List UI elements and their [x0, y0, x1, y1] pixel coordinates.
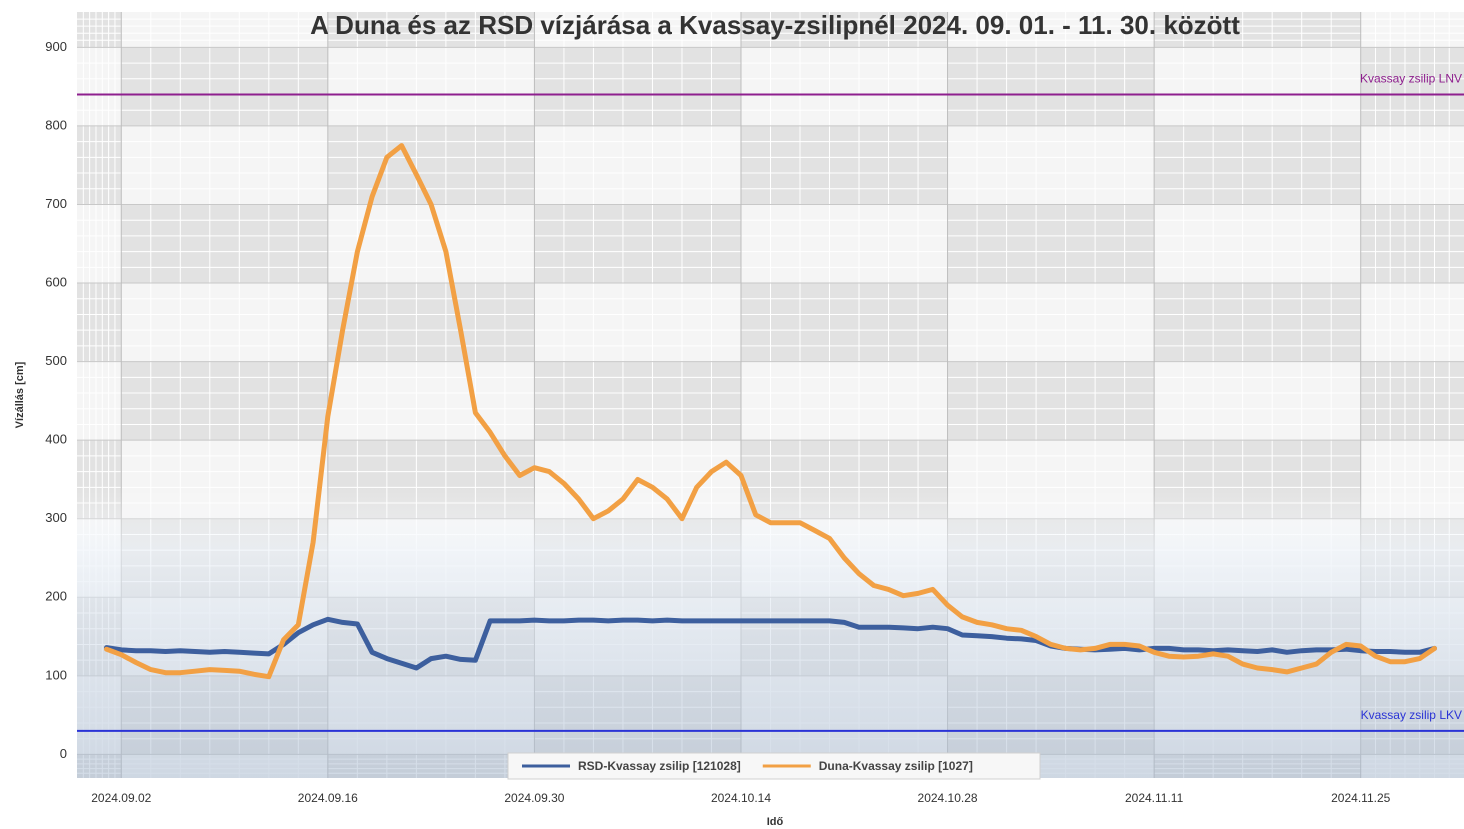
x-tick-label: 2024.10.28 — [918, 791, 978, 805]
y-tick-label: 800 — [45, 117, 67, 132]
reference-label: Kvassay zsilip LNV — [1360, 72, 1462, 86]
data-line — [104, 143, 1437, 680]
legend-label: RSD-Kvassay zsilip [121028] — [578, 759, 741, 773]
x-tick-label: 2024.11.25 — [1331, 791, 1390, 805]
x-tick-label: 2024.11.11 — [1125, 791, 1184, 805]
x-tick-label: 2024.09.16 — [298, 791, 358, 805]
legend: RSD-Kvassay zsilip [121028] Duna-Kvassay … — [507, 752, 1041, 780]
plot-shade — [77, 12, 1464, 778]
y-tick-label: 100 — [45, 667, 67, 682]
x-tick-label: 2024.09.30 — [504, 791, 564, 805]
y-tick-label: 400 — [45, 432, 67, 447]
y-axis-label: Vízállás [cm] — [14, 361, 26, 428]
legend-box — [507, 752, 1041, 780]
marks — [77, 93, 1464, 732]
y-tick-label: 200 — [45, 589, 67, 604]
reference-label: Kvassay zsilip LKV — [1361, 708, 1462, 722]
x-axis-label: Idő — [767, 816, 784, 828]
y-tick-label: 500 — [45, 353, 67, 368]
chart-title: A Duna és az RSD vízjárása a Kvassay-zsi… — [310, 10, 1240, 40]
y-tick-label: 300 — [45, 510, 67, 525]
y-tick-label: 600 — [45, 274, 67, 289]
x-tick-label: 2024.10.14 — [711, 791, 771, 805]
legend-label: Duna-Kvassay zsilip [1027] — [819, 759, 973, 773]
x-tick-label: 2024.09.02 — [91, 791, 151, 805]
y-tick-label: 700 — [45, 196, 67, 211]
data-line — [104, 616, 1437, 671]
y-tick-label: 900 — [45, 39, 67, 54]
y-tick-label: 0 — [60, 746, 67, 761]
